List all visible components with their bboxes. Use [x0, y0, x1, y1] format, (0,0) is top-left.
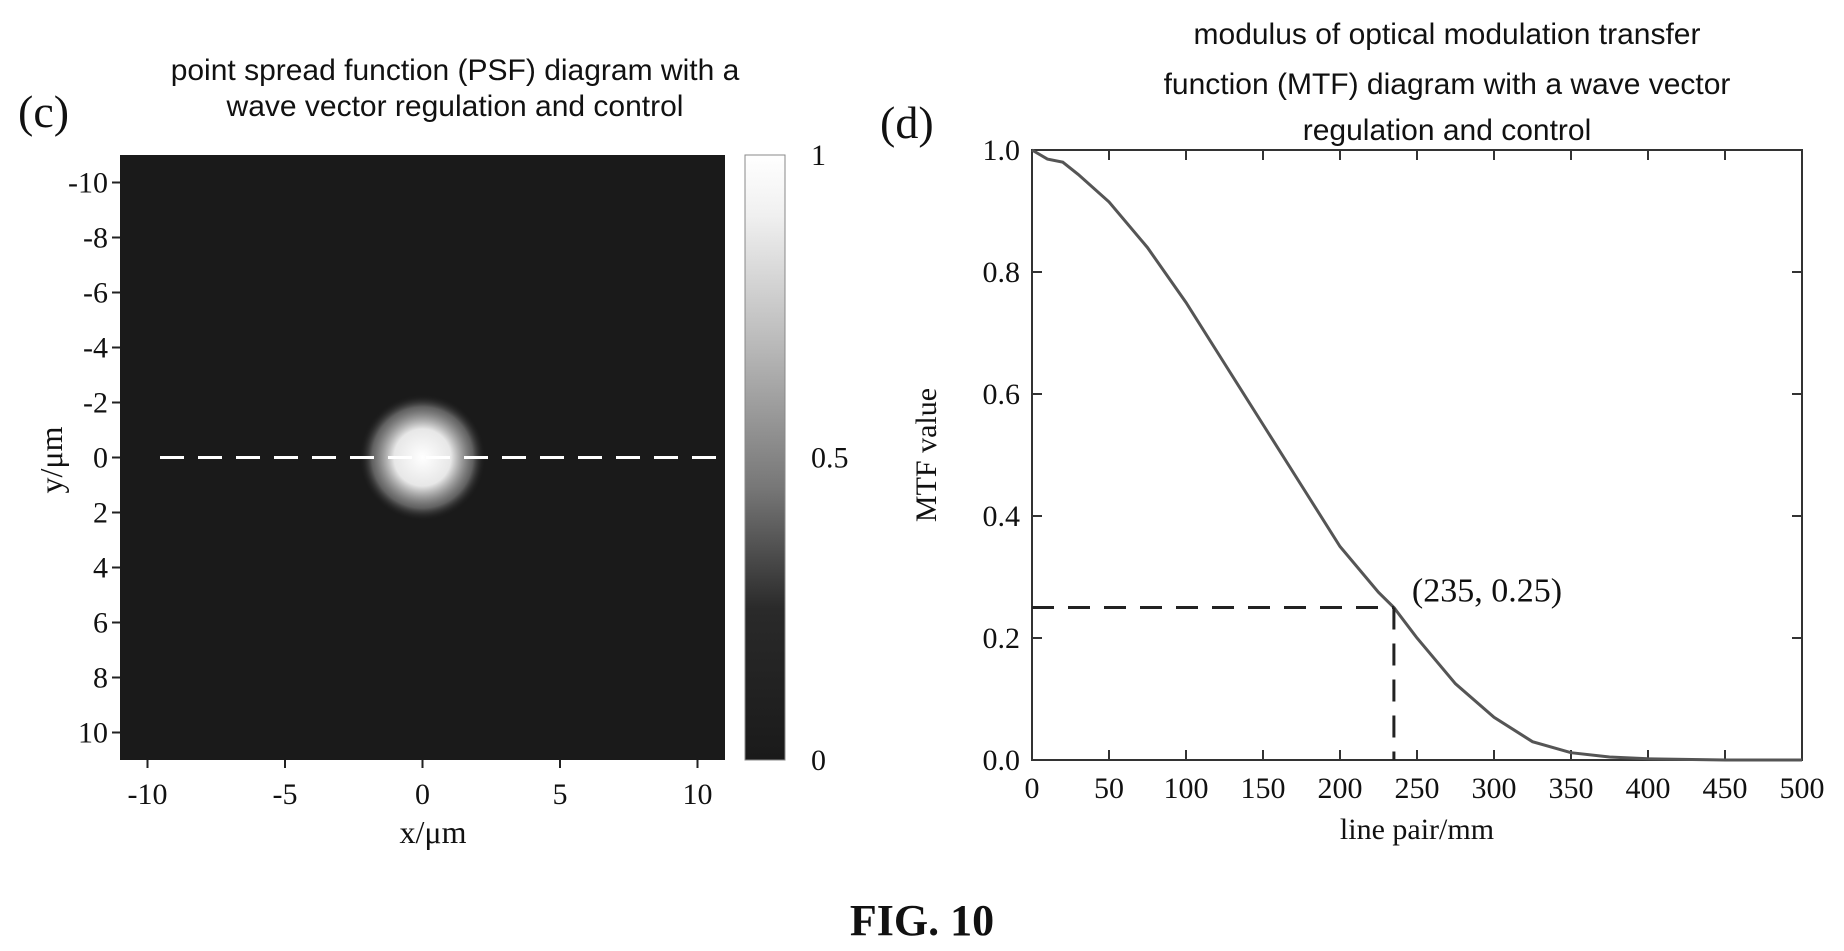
mtf-x-tick-label: 150: [1241, 772, 1286, 805]
mtf-plot-area: [1031, 149, 1803, 761]
psf-x-ticks: -10 -5 0 5 10: [128, 760, 713, 811]
psf-y-tick-label: 6: [93, 607, 108, 640]
psf-y-tick-label: -8: [83, 222, 108, 255]
mtf-y-tick-label: 1.0: [983, 134, 1021, 167]
psf-y-ticks: -10 -8 -6 -4 -2 0 2 4 6 8 10: [68, 167, 120, 750]
psf-y-tick-label: -6: [83, 277, 108, 310]
psf-title-line-2: wave vector regulation and control: [226, 90, 684, 123]
psf-title-line-1: point spread function (PSF) diagram with…: [171, 54, 740, 87]
psf-y-tick-label: 0: [93, 442, 108, 475]
mtf-y-tick-label: 0.4: [983, 500, 1021, 533]
mtf-x-axis-label: line pair/mm: [1340, 813, 1494, 846]
mtf-title-line-1: modulus of optical modulation transfer: [1194, 18, 1701, 51]
mtf-y-tick-label: 0.6: [983, 378, 1021, 411]
mtf-y-tick-label: 0.8: [983, 256, 1021, 289]
psf-colorbar-tick-label: 1: [811, 139, 826, 172]
mtf-x-tick-label: 500: [1780, 772, 1825, 805]
mtf-x-tick-label: 450: [1703, 772, 1748, 805]
psf-panel: (c) point spread function (PSF) diagram …: [18, 54, 849, 850]
psf-y-tick-label: 8: [93, 662, 108, 695]
psf-colorbar-tick-label: 0.5: [811, 442, 849, 475]
psf-x-tick-label: 0: [415, 778, 430, 811]
psf-x-tick-label: 5: [553, 778, 568, 811]
mtf-x-tick-label: 300: [1472, 772, 1517, 805]
mtf-series-line: [1031, 148, 1802, 762]
mtf-x-tick-label: 250: [1395, 772, 1440, 805]
psf-colorbar: [744, 154, 786, 761]
mtf-y-axis-label: MTF value: [910, 388, 943, 522]
mtf-panel: (d) modulus of optical modulation transf…: [880, 18, 1825, 846]
psf-y-axis-label: y/μm: [33, 426, 69, 493]
mtf-x-tick-label: 200: [1318, 772, 1363, 805]
psf-x-tick-label: -10: [128, 778, 168, 811]
psf-panel-label: (c): [18, 86, 69, 137]
figure-caption: FIG. 10: [850, 896, 994, 945]
psf-x-axis-label: x/μm: [400, 814, 467, 850]
mtf-x-tick-label: 350: [1549, 772, 1594, 805]
mtf-title-line-3: regulation and control: [1303, 114, 1592, 147]
mtf-y-ticks: 0.0 0.2 0.4 0.6 0.8 1.0: [983, 134, 1802, 777]
psf-y-tick-label: 10: [78, 717, 108, 750]
psf-y-tick-label: 2: [93, 497, 108, 530]
mtf-x-tick-label: 100: [1164, 772, 1209, 805]
mtf-annotation-label: (235, 0.25): [1412, 573, 1562, 610]
psf-x-tick-label: -5: [273, 778, 298, 811]
mtf-panel-label: (d): [880, 97, 934, 148]
mtf-x-tick-label: 50: [1094, 772, 1124, 805]
psf-colorbar-ticks: 00.51: [811, 139, 849, 777]
psf-y-tick-label: -10: [68, 167, 108, 200]
psf-x-tick-label: 10: [683, 778, 713, 811]
mtf-y-tick-label: 0.2: [983, 622, 1021, 655]
psf-y-tick-label: 4: [93, 552, 108, 585]
psf-spot: [359, 394, 486, 521]
mtf-x-tick-label: 0: [1025, 772, 1040, 805]
mtf-x-tick-label: 400: [1626, 772, 1671, 805]
mtf-y-tick-label: 0.0: [983, 744, 1021, 777]
mtf-title-line-2: function (MTF) diagram with a wave vecto…: [1164, 68, 1731, 101]
psf-y-tick-label: -2: [83, 387, 108, 420]
psf-y-tick-label: -4: [83, 332, 108, 365]
psf-colorbar-tick-label: 0: [811, 744, 826, 777]
